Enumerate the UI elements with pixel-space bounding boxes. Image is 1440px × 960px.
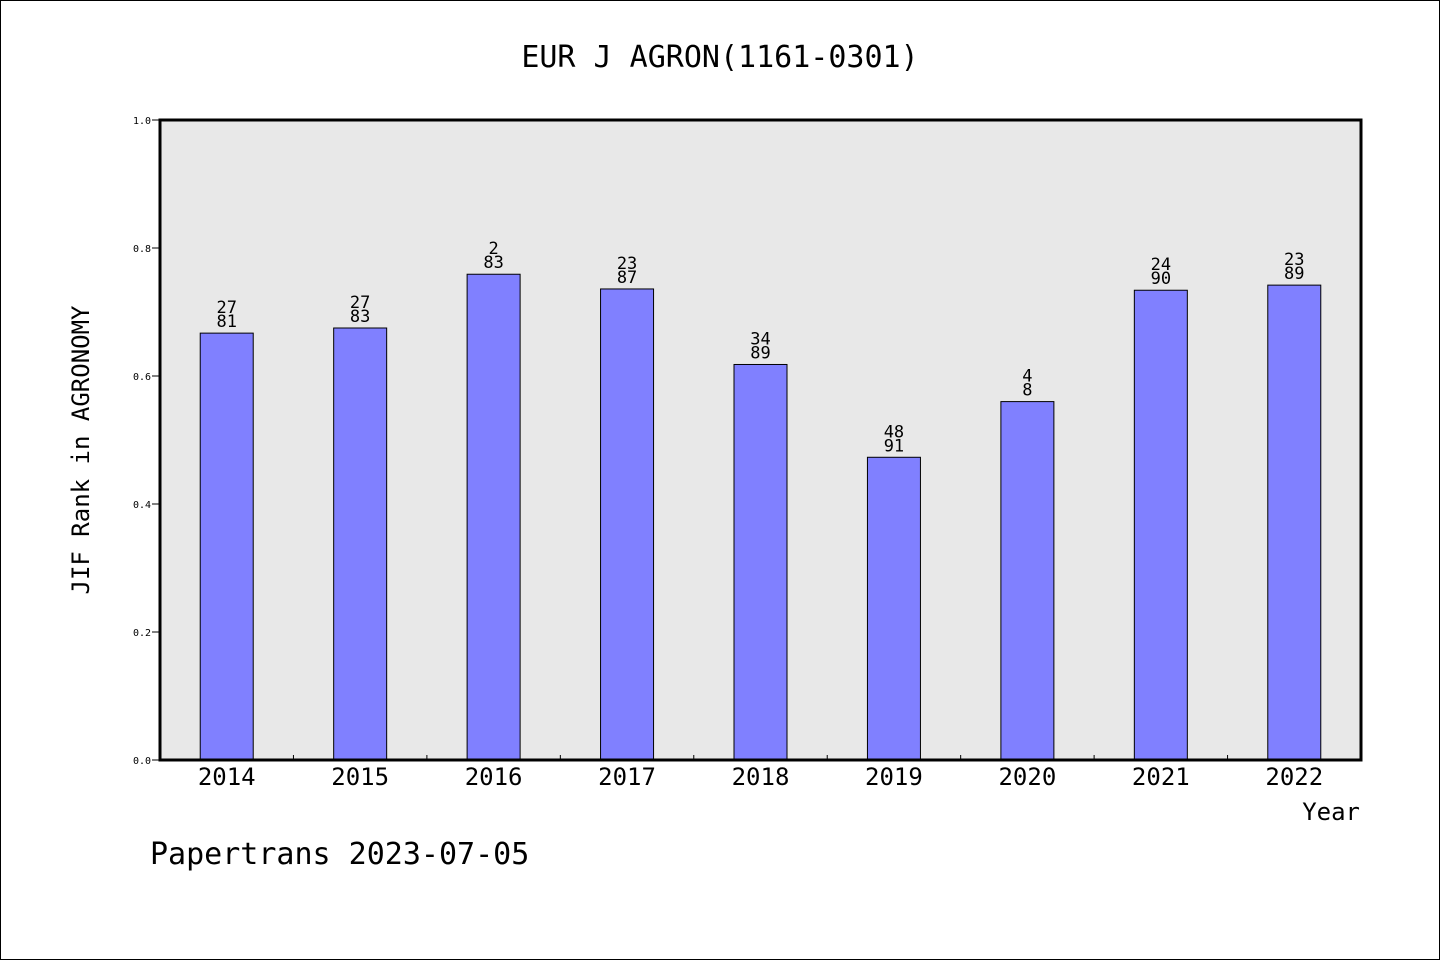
bar-label-rank: 27	[350, 293, 370, 313]
bar-2014	[199, 332, 254, 761]
bar-label-total: 87	[617, 268, 637, 288]
bar-2016	[466, 273, 521, 761]
x-tick-label: 2019	[865, 763, 923, 791]
bar-label-rank: 48	[884, 422, 904, 442]
bar-label-rank: 4	[1022, 367, 1032, 387]
y-tick-label: 0.6	[133, 372, 151, 383]
bar-label-rank: 34	[750, 329, 770, 349]
bar-2021	[1133, 289, 1188, 761]
bar-label-total: 91	[884, 436, 904, 456]
bar-label-total: 83	[350, 307, 370, 327]
y-tick-label: 0.2	[133, 628, 151, 639]
bar-label-total: 8	[1022, 381, 1032, 401]
bar-label-total: 90	[1151, 269, 1171, 289]
bar-label-rank: 23	[617, 254, 637, 274]
bar-2022	[1267, 284, 1322, 761]
plot-border	[158, 118, 1363, 762]
x-axis-label: Year	[1302, 798, 1360, 826]
chart-title: EUR J AGRON(1161-0301)	[521, 40, 918, 75]
x-tick-label: 2015	[331, 763, 389, 791]
y-tick-label: 0.0	[133, 756, 151, 767]
bar-label-total: 81	[216, 312, 236, 332]
y-tick-label: 0.8	[133, 244, 151, 255]
bar-2015	[333, 327, 388, 761]
x-tick-label: 2021	[1132, 763, 1190, 791]
bar-label-rank: 27	[216, 298, 236, 318]
footer-text: Papertrans 2023-07-05	[150, 837, 529, 872]
bar-label-rank: 2	[488, 239, 498, 259]
bar-label-rank: 23	[1284, 250, 1304, 270]
bar-2017	[600, 288, 655, 761]
y-tick-label: 0.4	[133, 500, 151, 511]
y-tick-label: 1.0	[133, 116, 151, 127]
bar-2020	[1000, 401, 1055, 761]
bar-label-rank: 24	[1151, 255, 1171, 275]
x-tick-label: 2020	[998, 763, 1056, 791]
x-tick-label: 2016	[465, 763, 523, 791]
bar-label-total: 89	[1284, 264, 1304, 284]
x-tick-label: 2017	[598, 763, 656, 791]
bar-2019	[866, 456, 921, 761]
y-axis-label: JIF Rank in AGRONOMY	[67, 305, 95, 595]
x-tick-label: 2018	[732, 763, 790, 791]
bar-label-total: 89	[750, 343, 770, 363]
bar-label-total: 83	[483, 253, 503, 273]
x-tick-label: 2014	[198, 763, 256, 791]
x-tick-label: 2022	[1265, 763, 1323, 791]
bar-2018	[733, 363, 788, 761]
axis-ticks: 0.0 0.2 0.4 0.6 0.8 1.0 2014 2015 2016 2017 2018 20…	[133, 116, 1323, 791]
